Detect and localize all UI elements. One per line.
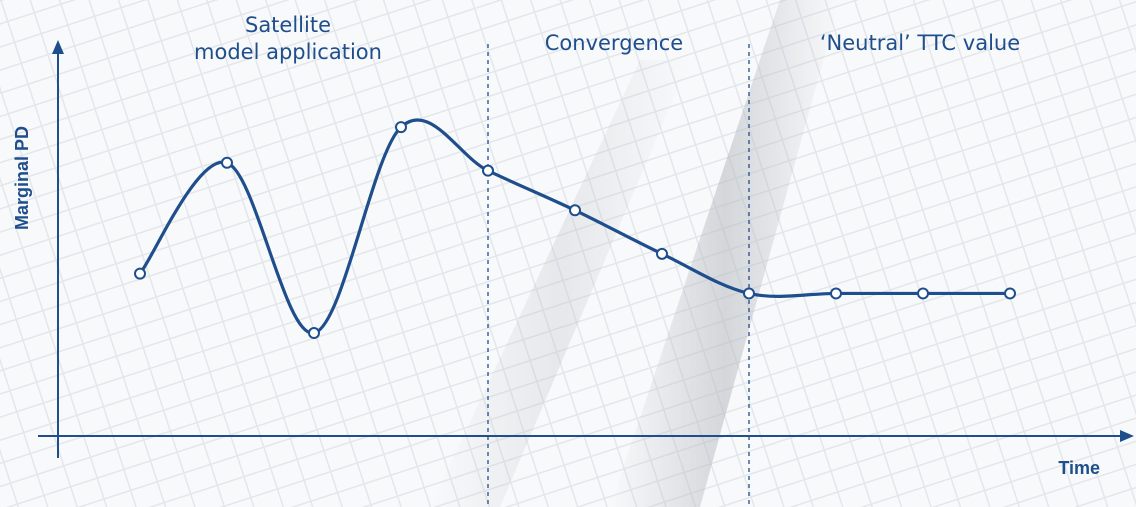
phase-label: Convergence [545,31,683,55]
data-point [744,288,754,298]
data-point [222,158,232,168]
data-point [831,288,841,298]
data-point [135,269,145,279]
phase-label: Satellite [245,13,331,37]
data-point [396,122,406,132]
phase-label: model application [194,40,382,64]
data-point [918,288,928,298]
data-point [570,205,580,215]
data-point [309,328,319,338]
data-point [483,166,493,176]
x-axis-title: Time [1058,458,1100,478]
phase-label: ‘Neutral’ TTC value [820,31,1020,55]
data-point [657,249,667,259]
data-point [1005,288,1015,298]
y-axis-title: Marginal PD [12,126,32,230]
